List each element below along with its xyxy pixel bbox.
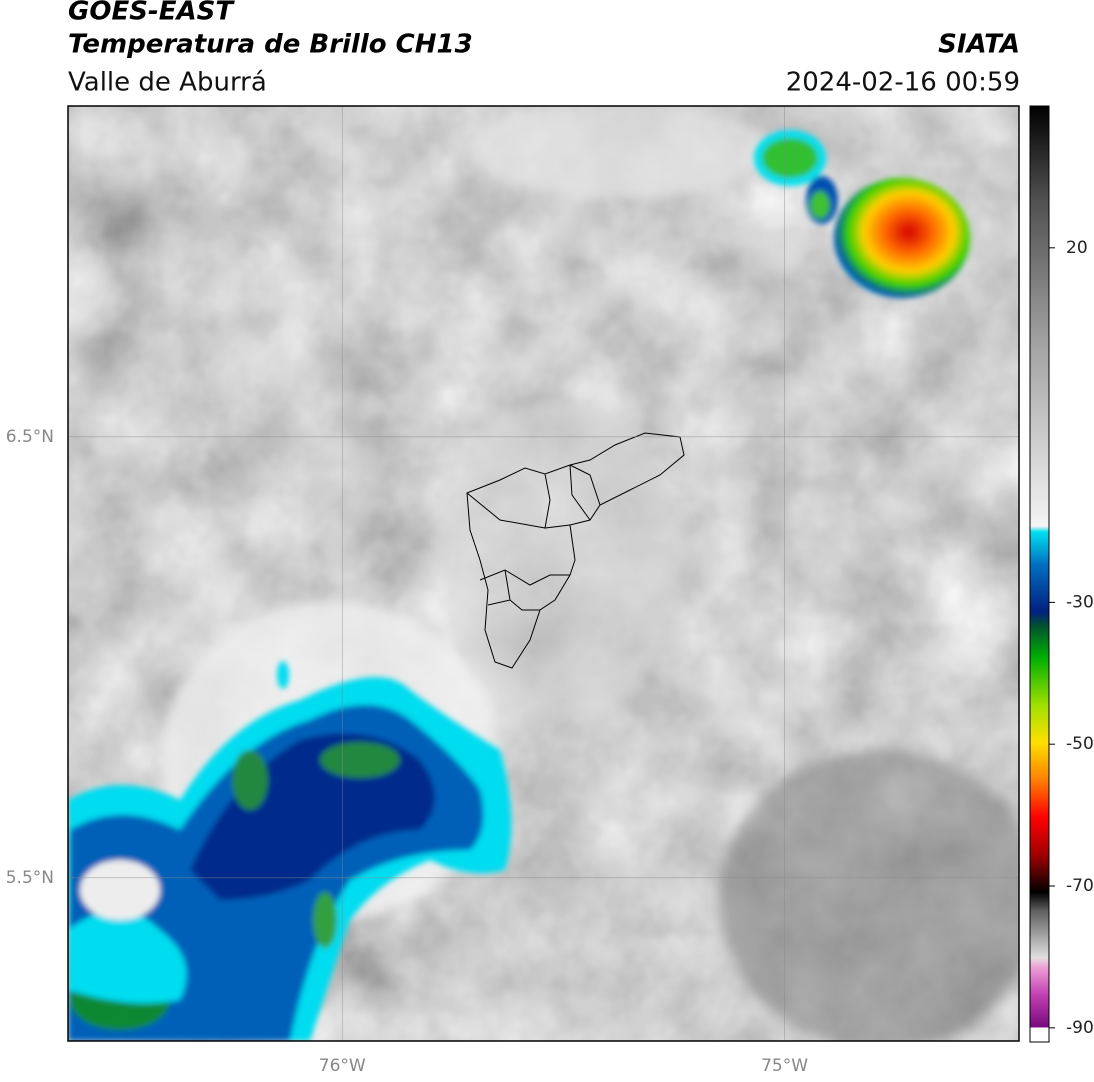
colorbar-tick-label: -90 [1066,1018,1094,1038]
x-tick-label: 76°W [319,1056,366,1076]
colorbar-tick-label: 20 [1066,238,1088,258]
subtitle: Temperatura de Brillo CH13 [68,30,473,60]
colorbar-tick-label: -70 [1066,876,1094,896]
graticule [68,106,1019,1041]
y-tick-label: 5.5°N [6,868,54,888]
region: Valle de Aburrá [68,68,267,98]
colorbar-tick-label: -50 [1066,734,1094,754]
title: GOES-EAST [68,0,235,27]
map-frame [67,105,1020,1042]
colorbar [1029,105,1050,1043]
datetime: 2024-02-16 00:59 [786,68,1020,98]
source: SIATA [938,30,1020,60]
y-tick-label: 6.5°N [6,427,54,447]
x-tick-label: 75°W [761,1056,808,1076]
colorbar-tick-label: -30 [1066,592,1094,612]
satellite-image [68,106,1019,1041]
municipality-boundaries [466,432,685,669]
